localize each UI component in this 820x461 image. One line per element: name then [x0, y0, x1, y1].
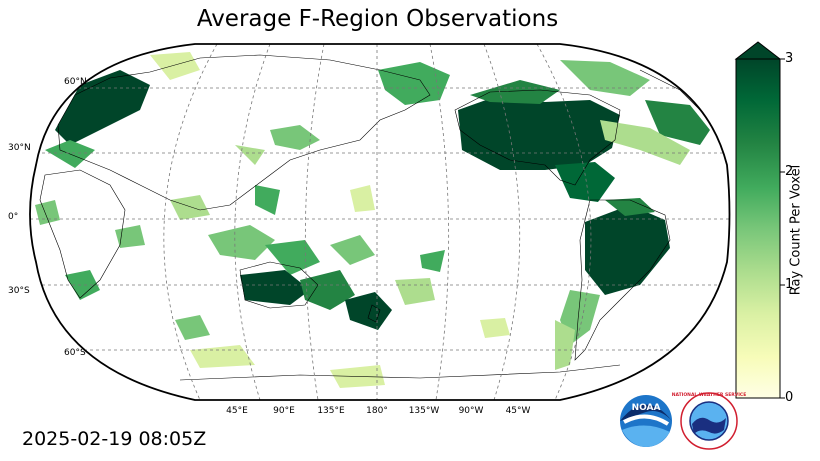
colorbar-gradient [735, 58, 781, 399]
observation-data-layer [35, 52, 710, 388]
colorbar-tick-label-2: 2 [785, 164, 794, 179]
lon-label-45e: 45°E [226, 406, 248, 416]
nws-logo-text: NATIONAL WEATHER SERVICE [672, 392, 747, 398]
lat-label-60n: 60°N [64, 77, 87, 87]
lon-label-135e: 135°E [317, 406, 345, 416]
noaa-logo-text: NOAA [632, 403, 661, 413]
lat-label-30s: 30°S [8, 286, 30, 296]
coastlines [39, 54, 701, 381]
colorbar [734, 41, 785, 399]
lat-label-30n: 30°N [8, 143, 31, 153]
lon-label-180: 180° [366, 406, 388, 416]
lat-label-60s: 60°S [64, 348, 86, 358]
lon-label-90w: 90°W [459, 406, 484, 416]
colorbar-extend-arrow [734, 41, 782, 60]
colorbar-label: Ray Count Per Voxel [788, 164, 804, 296]
map-boundary [29, 43, 731, 401]
colorbar-tick-label-1: 1 [785, 277, 794, 292]
colorbar-tick-label-0: 0 [785, 390, 794, 405]
nws-logo: NATIONAL WEATHER SERVICE [672, 392, 747, 450]
colorbar-tick-label-3: 3 [785, 51, 794, 66]
noaa-logo: NOAA [620, 395, 672, 447]
map-gridlines [30, 44, 730, 400]
lon-label-90e: 90°E [273, 406, 295, 416]
lon-label-45w: 45°W [506, 406, 531, 416]
lat-label-0: 0° [8, 212, 18, 222]
lon-label-135w: 135°W [409, 406, 440, 416]
timestamp: 2025-02-19 08:05Z [22, 428, 207, 450]
map-title: Average F-Region Observations [196, 6, 559, 32]
